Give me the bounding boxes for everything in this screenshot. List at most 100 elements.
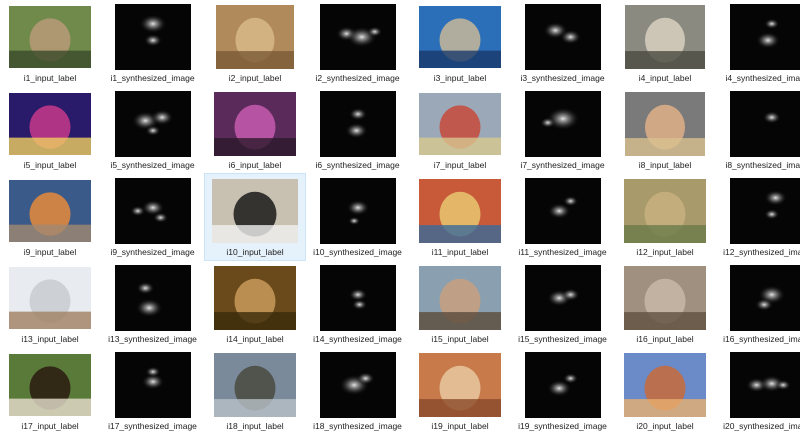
file-name-label: i13_synthesized_image	[103, 334, 203, 344]
photo-thumbnail	[419, 93, 501, 155]
synthesized-image-file[interactable]: i5_synthesized_image	[103, 87, 203, 173]
photo-thumbnail	[212, 179, 298, 243]
synthesized-image-file[interactable]: i15_synthesized_image	[513, 261, 613, 347]
file-name-label: i3_input_label	[410, 73, 510, 83]
synthesized-image-file[interactable]: i13_synthesized_image	[103, 261, 203, 347]
synthesized-thumbnail	[525, 352, 601, 418]
synthesized-image-file[interactable]: i14_synthesized_image	[308, 261, 408, 347]
file-name-label: i15_synthesized_image	[513, 334, 613, 344]
synthesized-thumbnail	[730, 91, 800, 157]
file-name-label: i13_input_label	[0, 334, 100, 344]
input-label-file[interactable]: i10_input_label	[205, 174, 305, 260]
input-label-file[interactable]: i20_input_label	[615, 348, 715, 434]
input-label-file[interactable]: i16_input_label	[615, 261, 715, 347]
synthesized-thumbnail	[320, 265, 396, 331]
synthesized-thumbnail	[320, 4, 396, 70]
input-label-file[interactable]: i11_input_label	[410, 174, 510, 260]
file-name-label: i14_input_label	[205, 334, 305, 344]
photo-thumbnail	[624, 353, 706, 417]
file-name-label: i9_synthesized_image	[103, 247, 203, 257]
synthesized-thumbnail	[730, 352, 800, 418]
synthesized-image-file[interactable]: i1_synthesized_image	[103, 0, 203, 86]
file-name-label: i7_input_label	[410, 160, 510, 170]
file-name-label: i15_input_label	[410, 334, 510, 344]
input-label-file[interactable]: i13_input_label	[0, 261, 100, 347]
synthesized-image-file[interactable]: i9_synthesized_image	[103, 174, 203, 260]
file-name-label: i2_synthesized_image	[308, 73, 408, 83]
synthesized-thumbnail	[115, 352, 191, 418]
file-name-label: i11_input_label	[410, 247, 510, 257]
synthesized-thumbnail	[115, 178, 191, 244]
input-label-file[interactable]: i6_input_label	[205, 87, 305, 173]
synthesized-thumbnail	[525, 4, 601, 70]
file-name-label: i4_synthesized_image	[718, 73, 800, 83]
input-label-file[interactable]: i15_input_label	[410, 261, 510, 347]
photo-thumbnail	[419, 266, 501, 330]
synthesized-image-file[interactable]: i10_synthesized_image	[308, 174, 408, 260]
synthesized-image-file[interactable]: i19_synthesized_image	[513, 348, 613, 434]
file-name-label: i12_input_label	[615, 247, 715, 257]
file-name-label: i6_synthesized_image	[308, 160, 408, 170]
photo-thumbnail	[9, 354, 91, 416]
file-name-label: i16_input_label	[615, 334, 715, 344]
photo-thumbnail	[419, 6, 501, 68]
synthesized-image-file[interactable]: i12_synthesized_image	[718, 174, 800, 260]
synthesized-image-file[interactable]: i18_synthesized_image	[308, 348, 408, 434]
input-label-file[interactable]: i5_input_label	[0, 87, 100, 173]
input-label-file[interactable]: i4_input_label	[615, 0, 715, 86]
photo-thumbnail	[624, 179, 706, 243]
photo-thumbnail	[9, 6, 91, 68]
file-name-label: i4_input_label	[615, 73, 715, 83]
photo-thumbnail	[9, 93, 91, 155]
synthesized-thumbnail	[115, 4, 191, 70]
input-label-file[interactable]: i9_input_label	[0, 174, 100, 260]
photo-thumbnail	[419, 179, 501, 243]
input-label-file[interactable]: i2_input_label	[205, 0, 305, 86]
synthesized-thumbnail	[525, 178, 601, 244]
input-label-file[interactable]: i1_input_label	[0, 0, 100, 86]
input-label-file[interactable]: i14_input_label	[205, 261, 305, 347]
file-name-label: i9_input_label	[0, 247, 100, 257]
file-name-label: i5_input_label	[0, 160, 100, 170]
synthesized-thumbnail	[525, 91, 601, 157]
synthesized-image-file[interactable]: i4_synthesized_image	[718, 0, 800, 86]
input-label-file[interactable]: i17_input_label	[0, 348, 100, 434]
synthesized-image-file[interactable]: i7_synthesized_image	[513, 87, 613, 173]
synthesized-thumbnail	[730, 265, 800, 331]
input-label-file[interactable]: i3_input_label	[410, 0, 510, 86]
photo-thumbnail	[214, 266, 296, 330]
input-label-file[interactable]: i7_input_label	[410, 87, 510, 173]
file-name-label: i3_synthesized_image	[513, 73, 613, 83]
synthesized-image-file[interactable]: i11_synthesized_image	[513, 174, 613, 260]
photo-thumbnail	[9, 180, 91, 242]
synthesized-thumbnail	[730, 178, 800, 244]
file-name-label: i16_synthesized_image	[718, 334, 800, 344]
file-name-label: i12_synthesized_image	[718, 247, 800, 257]
synthesized-thumbnail	[320, 178, 396, 244]
photo-thumbnail	[419, 353, 501, 417]
input-label-file[interactable]: i19_input_label	[410, 348, 510, 434]
photo-thumbnail	[214, 92, 296, 156]
synthesized-thumbnail	[115, 265, 191, 331]
synthesized-thumbnail	[115, 91, 191, 157]
synthesized-thumbnail	[730, 4, 800, 70]
synthesized-image-file[interactable]: i3_synthesized_image	[513, 0, 613, 86]
file-name-label: i8_synthesized_image	[718, 160, 800, 170]
file-name-label: i5_synthesized_image	[103, 160, 203, 170]
photo-thumbnail	[214, 353, 296, 417]
synthesized-thumbnail	[525, 265, 601, 331]
synthesized-thumbnail	[320, 352, 396, 418]
input-label-file[interactable]: i8_input_label	[615, 87, 715, 173]
synthesized-image-file[interactable]: i6_synthesized_image	[308, 87, 408, 173]
photo-thumbnail	[625, 92, 705, 156]
photo-thumbnail	[624, 266, 706, 330]
photo-thumbnail	[9, 267, 91, 329]
synthesized-image-file[interactable]: i2_synthesized_image	[308, 0, 408, 86]
input-label-file[interactable]: i18_input_label	[205, 348, 305, 434]
synthesized-image-file[interactable]: i16_synthesized_image	[718, 261, 800, 347]
synthesized-image-file[interactable]: i20_synthesized_image	[718, 348, 800, 434]
synthesized-image-file[interactable]: i17_synthesized_image	[103, 348, 203, 434]
file-name-label: i1_synthesized_image	[103, 73, 203, 83]
input-label-file[interactable]: i12_input_label	[615, 174, 715, 260]
synthesized-image-file[interactable]: i8_synthesized_image	[718, 87, 800, 173]
